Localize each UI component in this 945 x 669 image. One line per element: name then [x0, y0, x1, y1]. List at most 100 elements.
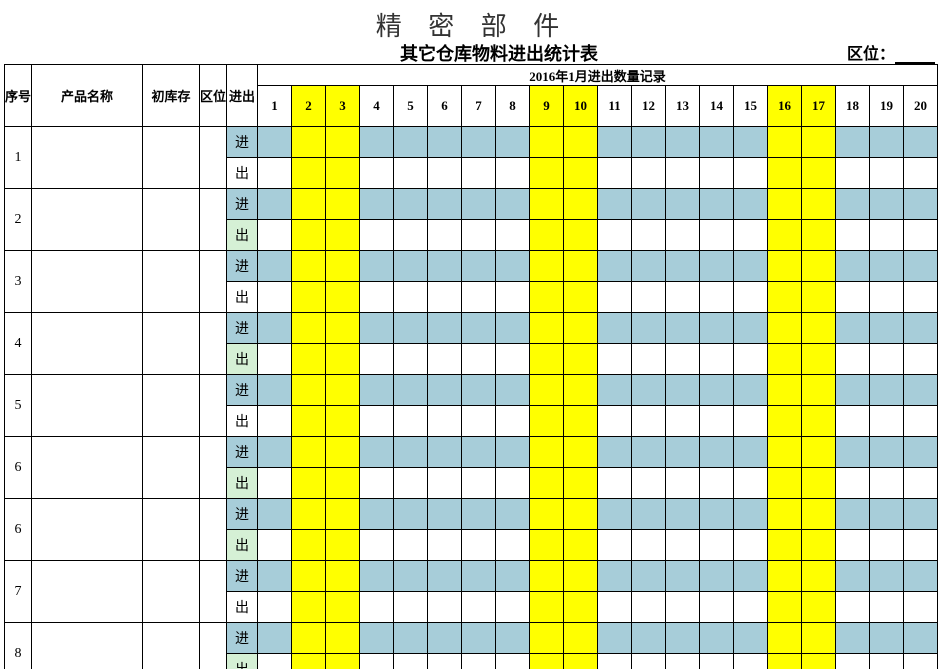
cell-day: [360, 282, 394, 313]
cell-day: [564, 623, 598, 654]
hdr-day-7: 7: [462, 86, 496, 127]
cell-day: [428, 561, 462, 592]
cell-day: [292, 654, 326, 669]
cell-day: [564, 530, 598, 561]
cell-day: [904, 220, 938, 251]
cell-day: [734, 220, 768, 251]
cell-day: [258, 623, 292, 654]
cell-stock: [143, 251, 200, 313]
cell-day: [292, 375, 326, 406]
cell-day: [394, 127, 428, 158]
cell-seq: 3: [5, 251, 32, 313]
title-sub: 其它仓库物料进出统计表: [400, 40, 598, 66]
cell-day: [258, 220, 292, 251]
cell-day: [802, 282, 836, 313]
cell-seq: 8: [5, 623, 32, 669]
cell-day: [802, 592, 836, 623]
cell-day: [802, 437, 836, 468]
cell-day: [666, 282, 700, 313]
hdr-day-12: 12: [632, 86, 666, 127]
cell-day: [666, 344, 700, 375]
cell-day: [802, 375, 836, 406]
cell-day: [734, 282, 768, 313]
cell-day: [326, 530, 360, 561]
cell-day: [870, 313, 904, 344]
cell-day: [292, 344, 326, 375]
cell-day: [326, 437, 360, 468]
cell-day: [462, 189, 496, 220]
cell-day: [530, 406, 564, 437]
cell-day: [870, 530, 904, 561]
cell-day: [904, 654, 938, 669]
cell-day: [802, 158, 836, 189]
cell-day: [496, 313, 530, 344]
cell-day: [666, 592, 700, 623]
cell-day: [292, 189, 326, 220]
cell-day: [904, 592, 938, 623]
cell-seq: 6: [5, 499, 32, 561]
cell-zone: [200, 623, 227, 669]
cell-day: [734, 623, 768, 654]
cell-day: [530, 592, 564, 623]
cell-day: [802, 127, 836, 158]
cell-day: [904, 127, 938, 158]
cell-day: [564, 282, 598, 313]
cell-day: [836, 592, 870, 623]
cell-day: [394, 375, 428, 406]
cell-zone: [200, 313, 227, 375]
cell-day: [462, 251, 496, 282]
cell-day: [632, 592, 666, 623]
cell-day: [258, 158, 292, 189]
hdr-inout: 进出: [227, 65, 258, 127]
cell-day: [904, 561, 938, 592]
cell-day: [768, 313, 802, 344]
cell-day: [360, 468, 394, 499]
hdr-record-label: 2016年1月进出数量记录: [258, 65, 938, 86]
cell-day: [258, 499, 292, 530]
table-head: 序号 产品名称 初库存 区位 进出 2016年1月进出数量记录 12345678…: [5, 65, 938, 127]
cell-day: [666, 375, 700, 406]
cell-day: [462, 344, 496, 375]
cell-day: [462, 530, 496, 561]
cell-day: [632, 437, 666, 468]
table-row: 6进: [5, 499, 938, 530]
cell-day: [870, 375, 904, 406]
cell-day: [802, 623, 836, 654]
cell-day: [802, 251, 836, 282]
cell-day: [428, 251, 462, 282]
cell-name: [32, 189, 143, 251]
cell-day: [530, 468, 564, 499]
cell-day: [768, 251, 802, 282]
cell-inout-in: 进: [227, 561, 258, 592]
cell-day: [496, 344, 530, 375]
cell-day: [564, 592, 598, 623]
hdr-stock: 初库存: [143, 65, 200, 127]
cell-day: [428, 406, 462, 437]
cell-day: [904, 375, 938, 406]
cell-day: [904, 499, 938, 530]
cell-day: [836, 499, 870, 530]
cell-day: [870, 499, 904, 530]
hdr-day-17: 17: [802, 86, 836, 127]
cell-day: [394, 313, 428, 344]
cell-day: [258, 127, 292, 158]
cell-day: [292, 406, 326, 437]
zone-label: 区位：: [847, 40, 935, 64]
cell-day: [836, 530, 870, 561]
cell-day: [394, 437, 428, 468]
cell-day: [632, 561, 666, 592]
cell-day: [768, 592, 802, 623]
cell-day: [734, 499, 768, 530]
cell-day: [734, 561, 768, 592]
cell-inout-in: 进: [227, 313, 258, 344]
cell-day: [326, 468, 360, 499]
cell-day: [836, 251, 870, 282]
cell-day: [904, 313, 938, 344]
cell-day: [564, 437, 598, 468]
cell-day: [394, 654, 428, 669]
cell-day: [768, 437, 802, 468]
cell-inout-in: 进: [227, 375, 258, 406]
cell-day: [700, 189, 734, 220]
cell-day: [258, 251, 292, 282]
cell-day: [904, 468, 938, 499]
